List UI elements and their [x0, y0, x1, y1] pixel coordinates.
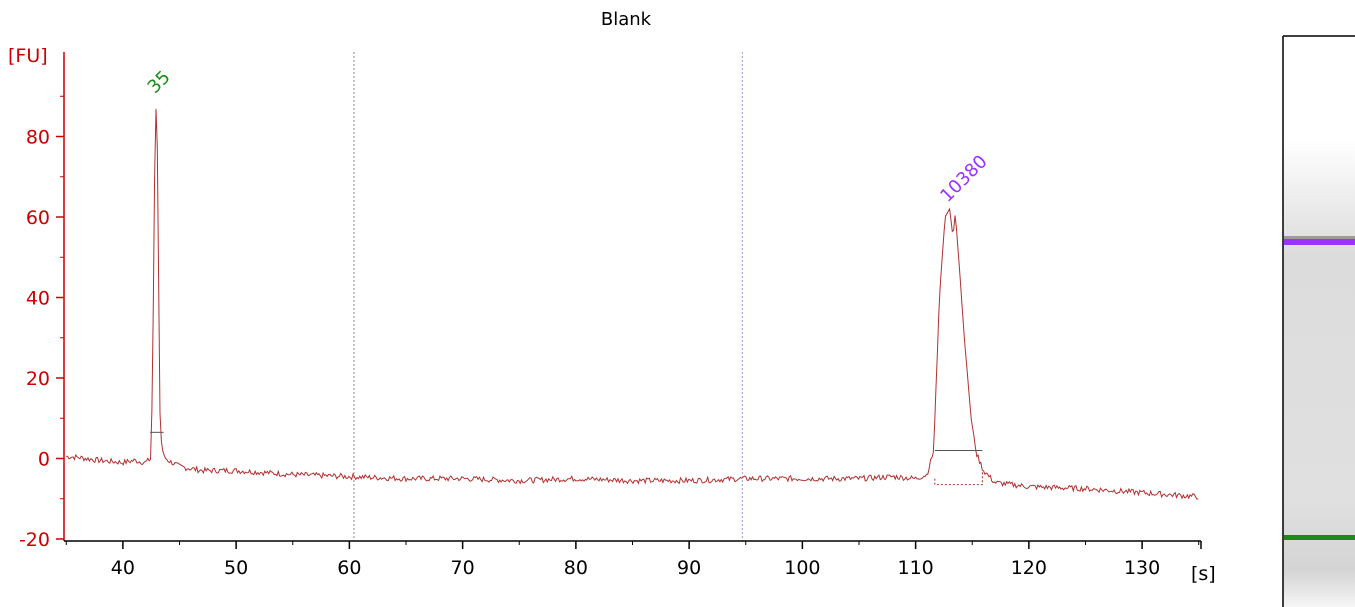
gel-band-upper: [1284, 239, 1355, 245]
y-tick-label: 0: [38, 448, 50, 470]
y-axis-label: [FU]: [8, 45, 48, 67]
x-tick-label: 130: [1124, 557, 1160, 579]
peak-fill-boundary: [934, 470, 983, 486]
chart-title: Blank: [601, 9, 652, 30]
x-tick-label: 40: [111, 557, 135, 579]
gel-lane: [1282, 35, 1355, 607]
plot-area: -20 0 20 40 60 80 40 50 60 70 80 90 100 110 120 130 35 10…: [19, 52, 1202, 579]
y-tick-label: 80: [26, 127, 50, 149]
y-tick-label: 60: [26, 207, 50, 229]
x-tick-label: 70: [451, 557, 475, 579]
peak-label-1: 10380: [936, 151, 991, 206]
y-tick-label: 40: [26, 288, 50, 310]
y-tick-label: 20: [26, 368, 50, 390]
y-tick-label: -20: [19, 529, 50, 551]
gel-lane-background: [1283, 36, 1355, 607]
x-tick-label: 60: [337, 557, 361, 579]
signal-trace: [66, 108, 1199, 500]
x-tick-label: 80: [564, 557, 588, 579]
x-tick-label: 120: [1011, 557, 1047, 579]
x-tick-label: 90: [677, 557, 701, 579]
x-tick-label: 50: [224, 557, 248, 579]
gel-band-shadow: [1284, 236, 1355, 240]
x-tick-label: 110: [897, 557, 933, 579]
peak-label-0: 35: [144, 67, 175, 98]
gel-band-lower: [1284, 535, 1355, 540]
x-tick-label: 100: [784, 557, 820, 579]
x-axis-label: [s]: [1191, 563, 1216, 585]
